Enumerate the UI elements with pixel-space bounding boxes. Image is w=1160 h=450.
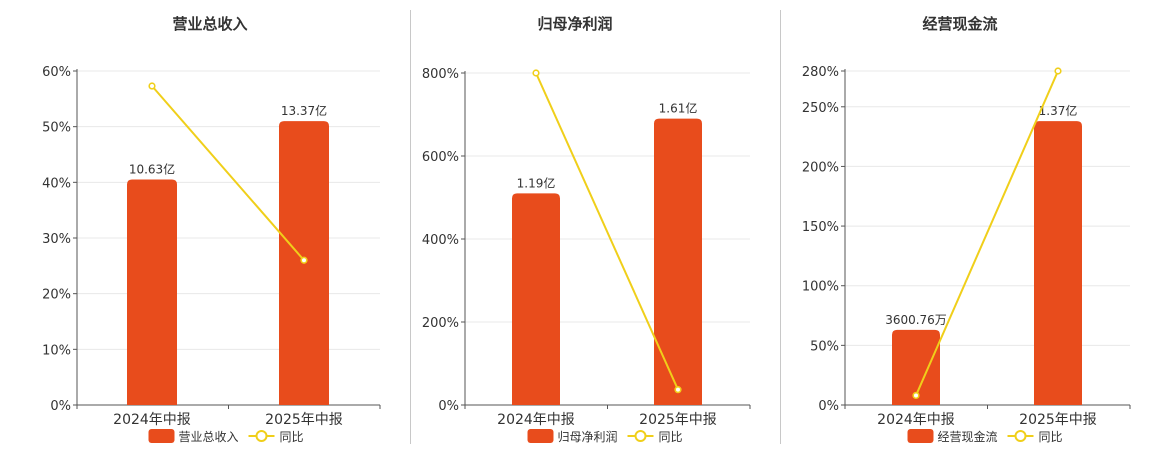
legend-line-label: 同比 — [1039, 430, 1063, 444]
bar-value-label: 1.19亿 — [517, 175, 556, 190]
chart-title: 经营现金流 — [922, 15, 997, 33]
bar — [1034, 121, 1082, 405]
yoy-point — [532, 69, 540, 77]
yoy-point — [148, 82, 156, 90]
y-tick-label: 40% — [42, 176, 71, 191]
y-tick-label: 0% — [50, 399, 71, 414]
x-tick-label: 2024年中报 — [113, 412, 191, 428]
x-tick-label: 2025年中报 — [1019, 412, 1097, 428]
y-tick-label: 200% — [422, 316, 459, 331]
legend-line-marker — [1014, 430, 1027, 442]
bar — [512, 193, 560, 405]
bar-value-label: 3600.76万 — [885, 313, 947, 327]
x-tick-label: 2024年中报 — [497, 412, 575, 428]
y-tick-label: 600% — [422, 150, 459, 165]
y-tick-label: 100% — [802, 280, 839, 295]
y-tick-label: 0% — [438, 399, 459, 414]
legend-line-marker — [634, 430, 647, 442]
panel-divider — [410, 10, 411, 444]
y-tick-label: 20% — [42, 288, 71, 303]
yoy-point — [1054, 67, 1062, 75]
bar — [127, 179, 177, 405]
yoy-line — [535, 72, 679, 391]
bar — [892, 329, 940, 405]
legend-bar-label: 归母净利润 — [558, 430, 618, 444]
yoy-point — [912, 391, 920, 400]
y-tick-label: 280% — [802, 65, 839, 80]
chart-panel: 经营现金流 0% 50% 100% 150% 200% 250% 280% 3600.76万 1.… — [802, 15, 1131, 444]
yoy-point — [300, 256, 308, 264]
chart-panel: 归母净利润 0% 200% 400% 600% 800% 1.19亿 1.61亿 2024年中报… — [422, 15, 751, 444]
y-tick-label: 200% — [802, 160, 839, 175]
chart-title: 营业总收入 — [172, 15, 247, 33]
y-tick-label: 400% — [422, 233, 459, 248]
yoy-point — [674, 386, 682, 394]
y-tick-label: 30% — [42, 232, 71, 247]
legend-line-label: 同比 — [659, 430, 683, 444]
panel-divider — [780, 10, 781, 444]
y-tick-label: 150% — [802, 220, 839, 235]
y-tick-label: 50% — [42, 121, 71, 136]
y-tick-label: 10% — [42, 343, 71, 358]
legend-bar-label: 经营现金流 — [938, 429, 998, 444]
legend-bar-swatch — [907, 429, 934, 443]
bar-value-label: 1.61亿 — [659, 101, 698, 116]
legend-bar-swatch — [148, 429, 175, 443]
y-tick-label: 800% — [422, 67, 459, 82]
y-tick-label: 60% — [42, 65, 71, 80]
legend-line-marker — [255, 430, 268, 442]
chart-title: 归母净利润 — [537, 15, 612, 33]
legend-bar-swatch — [527, 429, 554, 443]
x-tick-label: 2024年中报 — [877, 412, 955, 428]
yoy-line — [151, 85, 305, 261]
x-tick-label: 2025年中报 — [639, 412, 717, 428]
legend-bar-label: 营业总收入 — [179, 430, 239, 444]
y-tick-label: 250% — [802, 101, 839, 116]
bar-value-label: 13.37亿 — [281, 103, 327, 118]
legend-line-label: 同比 — [280, 430, 304, 444]
bar — [654, 118, 702, 406]
x-tick-label: 2025年中报 — [265, 412, 343, 428]
y-tick-label: 0% — [818, 399, 839, 414]
yoy-line — [915, 70, 1059, 396]
chart-panel: 营业总收入 0% 10% 20% 30% 40% 50% 60% 10.63亿 13.37亿 202… — [42, 15, 381, 444]
bar-value-label: 10.63亿 — [129, 162, 175, 177]
y-tick-label: 50% — [810, 339, 839, 354]
bar-value-label: 1.37亿 — [1039, 103, 1078, 118]
